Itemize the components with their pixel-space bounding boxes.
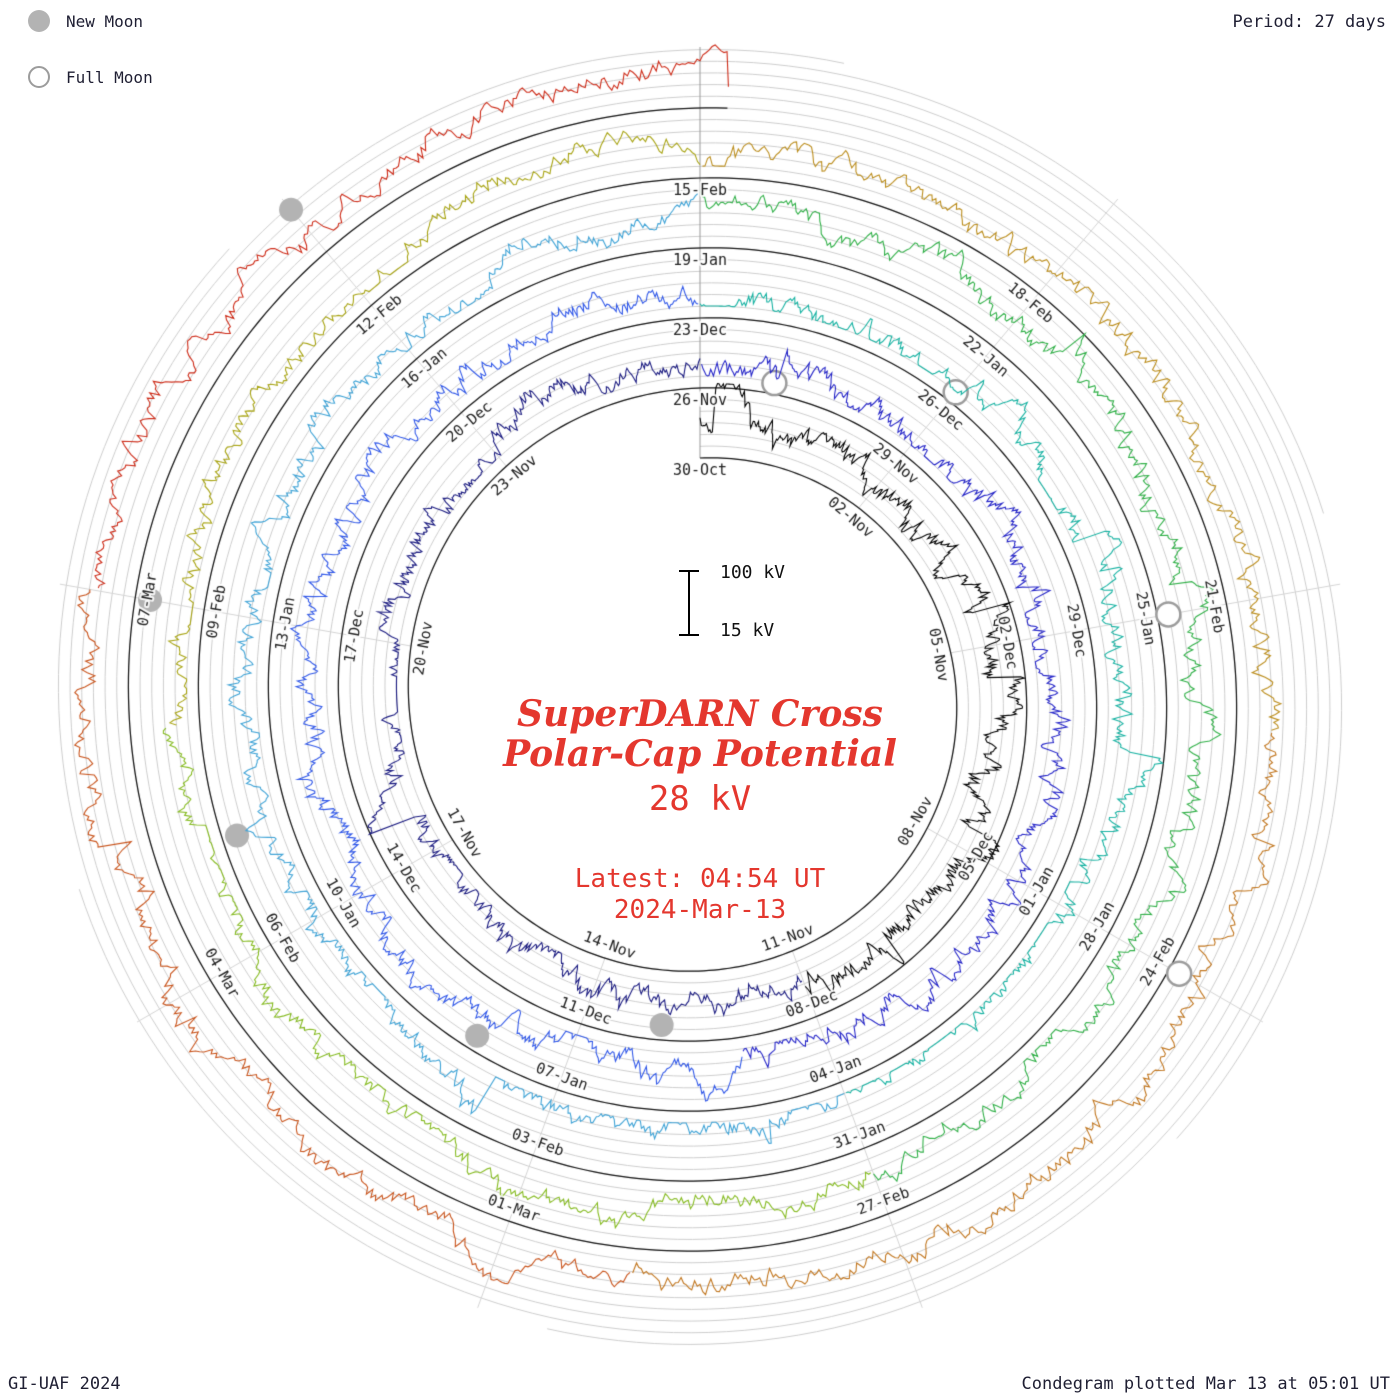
latest-block: Latest: 04:54 UT 2024-Mar-13 bbox=[0, 864, 1400, 926]
legend-full-moon: Full Moon bbox=[28, 66, 153, 88]
chart-title-line1: SuperDARN Cross bbox=[517, 693, 883, 735]
scale-bar-bottom-label: 15 kV bbox=[720, 620, 775, 641]
new-moon-icon bbox=[28, 10, 50, 32]
chart-title-line2: Polar-Cap Potential bbox=[503, 733, 897, 775]
scale-bar bbox=[673, 570, 705, 636]
plotted-timestamp: Condegram plotted Mar 13 at 05:01 UT bbox=[1021, 1374, 1390, 1394]
latest-date: 2024-Mar-13 bbox=[613, 895, 787, 925]
center-text-block: SuperDARN Cross Polar-Cap Potential 28 k… bbox=[0, 694, 1400, 926]
full-moon-icon bbox=[28, 66, 50, 88]
legend-new-moon: New Moon bbox=[28, 10, 143, 32]
scale-bar-top-label: 100 kV bbox=[720, 562, 786, 583]
legend-full-moon-label: Full Moon bbox=[66, 67, 153, 87]
latest-time: Latest: 04:54 UT bbox=[574, 864, 826, 894]
period-label: Period: 27 days bbox=[1232, 12, 1386, 32]
scale-bar-line bbox=[688, 570, 690, 636]
credit-label: GI-UAF 2024 bbox=[8, 1374, 121, 1394]
legend-new-moon-label: New Moon bbox=[66, 11, 144, 31]
current-value: 28 kV bbox=[648, 779, 752, 819]
